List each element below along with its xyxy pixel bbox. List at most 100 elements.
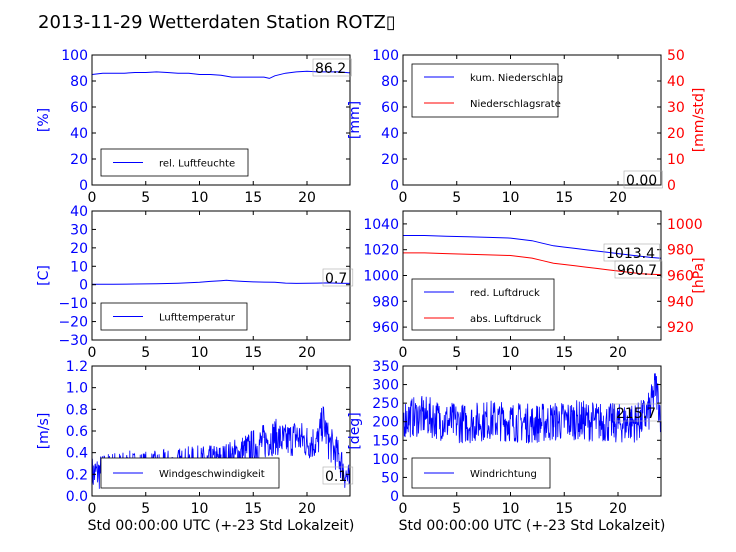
- legend: red. Luftdruck abs. Luftdruck: [411, 278, 555, 331]
- y-tick-label: 1000: [363, 269, 399, 285]
- x-tick-label: 20: [609, 501, 627, 517]
- legend-box: [411, 63, 559, 118]
- x-tick-label: 15: [244, 190, 262, 206]
- y-tick-label: 350: [372, 359, 399, 375]
- x-tick-label: 20: [298, 190, 316, 206]
- y2-tick-label: 980: [667, 243, 694, 259]
- y-tick-label: 200: [372, 415, 399, 431]
- chart-panel-precip: 0 5 10 15 20 0 20 40 60 80 100 0 10 20 30 40 50 [mm] [mm/s…: [347, 48, 707, 206]
- legend: Lufttemperatur: [100, 302, 248, 331]
- y-tick-label: 0.2: [66, 467, 88, 483]
- y2-tick-label: 0: [667, 178, 676, 194]
- x-tick-label: 10: [502, 345, 520, 361]
- last-value-box: [322, 466, 354, 485]
- y-axis-label: [mm]: [347, 101, 363, 139]
- x-tick-label: 10: [502, 190, 520, 206]
- plot-frame: [91, 210, 351, 341]
- y-tick-label: 1040: [363, 217, 399, 233]
- last-value-box: [614, 260, 663, 279]
- y2-tick-label: 40: [667, 74, 685, 90]
- chart-panel-wind_speed: 0 5 10 15 20 0.0 0.2 0.4 0.6 0.8 1.0 1.2 [m/s] Std 00…: [36, 359, 354, 534]
- x-tick-label: 0: [88, 190, 97, 206]
- y-tick-label: 100: [372, 48, 399, 64]
- x-tick-label: 5: [141, 501, 150, 517]
- legend: Windrichtung: [411, 457, 551, 489]
- legend: kum. Niederschlag Niederschlagsrate: [411, 63, 563, 118]
- series-line-temperature-0: [92, 279, 351, 285]
- last-value-text: 215.7: [616, 406, 656, 422]
- y-tick-label: 40: [381, 126, 399, 142]
- y2-tick-label: 1000: [667, 217, 703, 233]
- y-tick-label: 980: [372, 294, 399, 310]
- y-tick-label: 0: [390, 489, 399, 505]
- y2-tick-label: 50: [667, 48, 685, 64]
- legend-label: Windrichtung: [470, 469, 537, 480]
- legend-box: [411, 457, 551, 489]
- last-value-text: 1013.4: [606, 246, 655, 262]
- y2-tick-label: 20: [667, 126, 685, 142]
- y2-tick-label: 10: [667, 152, 685, 168]
- legend-box: [411, 278, 555, 331]
- x-tick-label: 5: [141, 190, 150, 206]
- chart-panel-humidity: 0 5 10 15 20 0 20 40 60 80 100 [%] rel. Luftfeuchte 8…: [36, 48, 352, 206]
- x-tick-label: 10: [191, 190, 209, 206]
- x-tick-label: 5: [141, 345, 150, 361]
- last-value-text: 0.1: [325, 469, 347, 485]
- last-value-box: [623, 170, 663, 189]
- last-value-box: [312, 58, 352, 77]
- legend: rel. Luftfeuchte: [100, 148, 249, 177]
- y-tick-label: 80: [381, 74, 399, 90]
- x-tick-label: 5: [452, 345, 461, 361]
- figure-title: 2013-11-29 Wetterdaten Station ROTZ▯: [38, 12, 396, 33]
- x-tick-label: 20: [298, 345, 316, 361]
- x-tick-label: 10: [502, 501, 520, 517]
- last-value-label: 1013.4: [603, 243, 660, 262]
- plot-frame: [91, 54, 351, 186]
- y-tick-label: 0.8: [66, 402, 88, 418]
- plot-frame: [402, 365, 662, 497]
- x-tick-label: 15: [244, 345, 262, 361]
- series-line-pressure-1: [403, 252, 662, 276]
- last-value-text: 86.2: [315, 61, 346, 77]
- y-tick-label: 20: [70, 241, 88, 257]
- y-tick-label: 1.2: [66, 359, 88, 375]
- y-tick-label: 60: [70, 100, 88, 116]
- legend-label: abs. Luftdruck: [470, 314, 541, 325]
- y-tick-label: 80: [70, 74, 88, 90]
- x-tick-label: 10: [191, 501, 209, 517]
- x-tick-label: 15: [555, 345, 573, 361]
- y-axis-label: [C]: [36, 265, 52, 286]
- x-tick-label: 0: [88, 501, 97, 517]
- last-value-text: 0.00: [626, 173, 657, 189]
- y-tick-label: 100: [372, 452, 399, 468]
- y-tick-label: 60: [381, 100, 399, 116]
- x-tick-label: 20: [609, 345, 627, 361]
- last-value-label: 0.1: [322, 466, 354, 485]
- last-value-box: [613, 403, 662, 422]
- x-tick-label: 0: [88, 345, 97, 361]
- y-tick-label: 0: [390, 178, 399, 194]
- last-value-label: 86.2: [312, 58, 352, 77]
- y-tick-label: −10: [58, 296, 88, 312]
- y-tick-label: 1.0: [66, 381, 88, 397]
- y2-tick-label: 30: [667, 100, 685, 116]
- x-tick-label: 15: [555, 190, 573, 206]
- y-tick-label: 150: [372, 433, 399, 449]
- y2-axis-label: [mm/std]: [691, 88, 707, 153]
- y-tick-label: 20: [70, 152, 88, 168]
- y-tick-label: 10: [70, 259, 88, 275]
- legend-label: Niederschlagsrate: [470, 99, 561, 110]
- x-tick-label: 5: [452, 190, 461, 206]
- y-tick-label: 100: [61, 48, 88, 64]
- y-tick-label: −30: [58, 333, 88, 349]
- series-line-humidity-0: [91, 70, 351, 79]
- y-tick-label: 0: [79, 278, 88, 294]
- y-tick-label: 0.6: [66, 424, 88, 440]
- chart-panel-temperature: 0 5 10 15 20 −30 −20 −10 0 10 20 30 40 [C] Lufttempera…: [36, 204, 354, 361]
- y2-axis-label: [hPa]: [691, 257, 707, 293]
- x-axis-label: Std 00:00:00 UTC (+-23 Std Lokalzeit): [399, 518, 666, 534]
- chart-panel-pressure: 0 5 10 15 20 960 980 1000 1020 1040 920 940 960 980 10…: [363, 210, 707, 361]
- legend: Windgeschwindigkeit: [100, 457, 280, 489]
